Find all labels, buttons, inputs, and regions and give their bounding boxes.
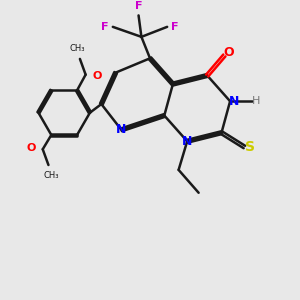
Text: O: O: [26, 143, 36, 153]
Text: H: H: [252, 96, 260, 106]
Text: F: F: [172, 22, 179, 32]
Text: N: N: [182, 135, 192, 148]
Text: S: S: [245, 140, 255, 154]
Text: CH₃: CH₃: [44, 170, 59, 179]
Text: N: N: [116, 123, 127, 136]
Text: O: O: [224, 46, 234, 59]
Text: F: F: [101, 22, 109, 32]
Text: O: O: [93, 71, 102, 81]
Text: CH₃: CH₃: [69, 44, 85, 53]
Text: F: F: [135, 1, 142, 11]
Text: N: N: [229, 95, 239, 108]
